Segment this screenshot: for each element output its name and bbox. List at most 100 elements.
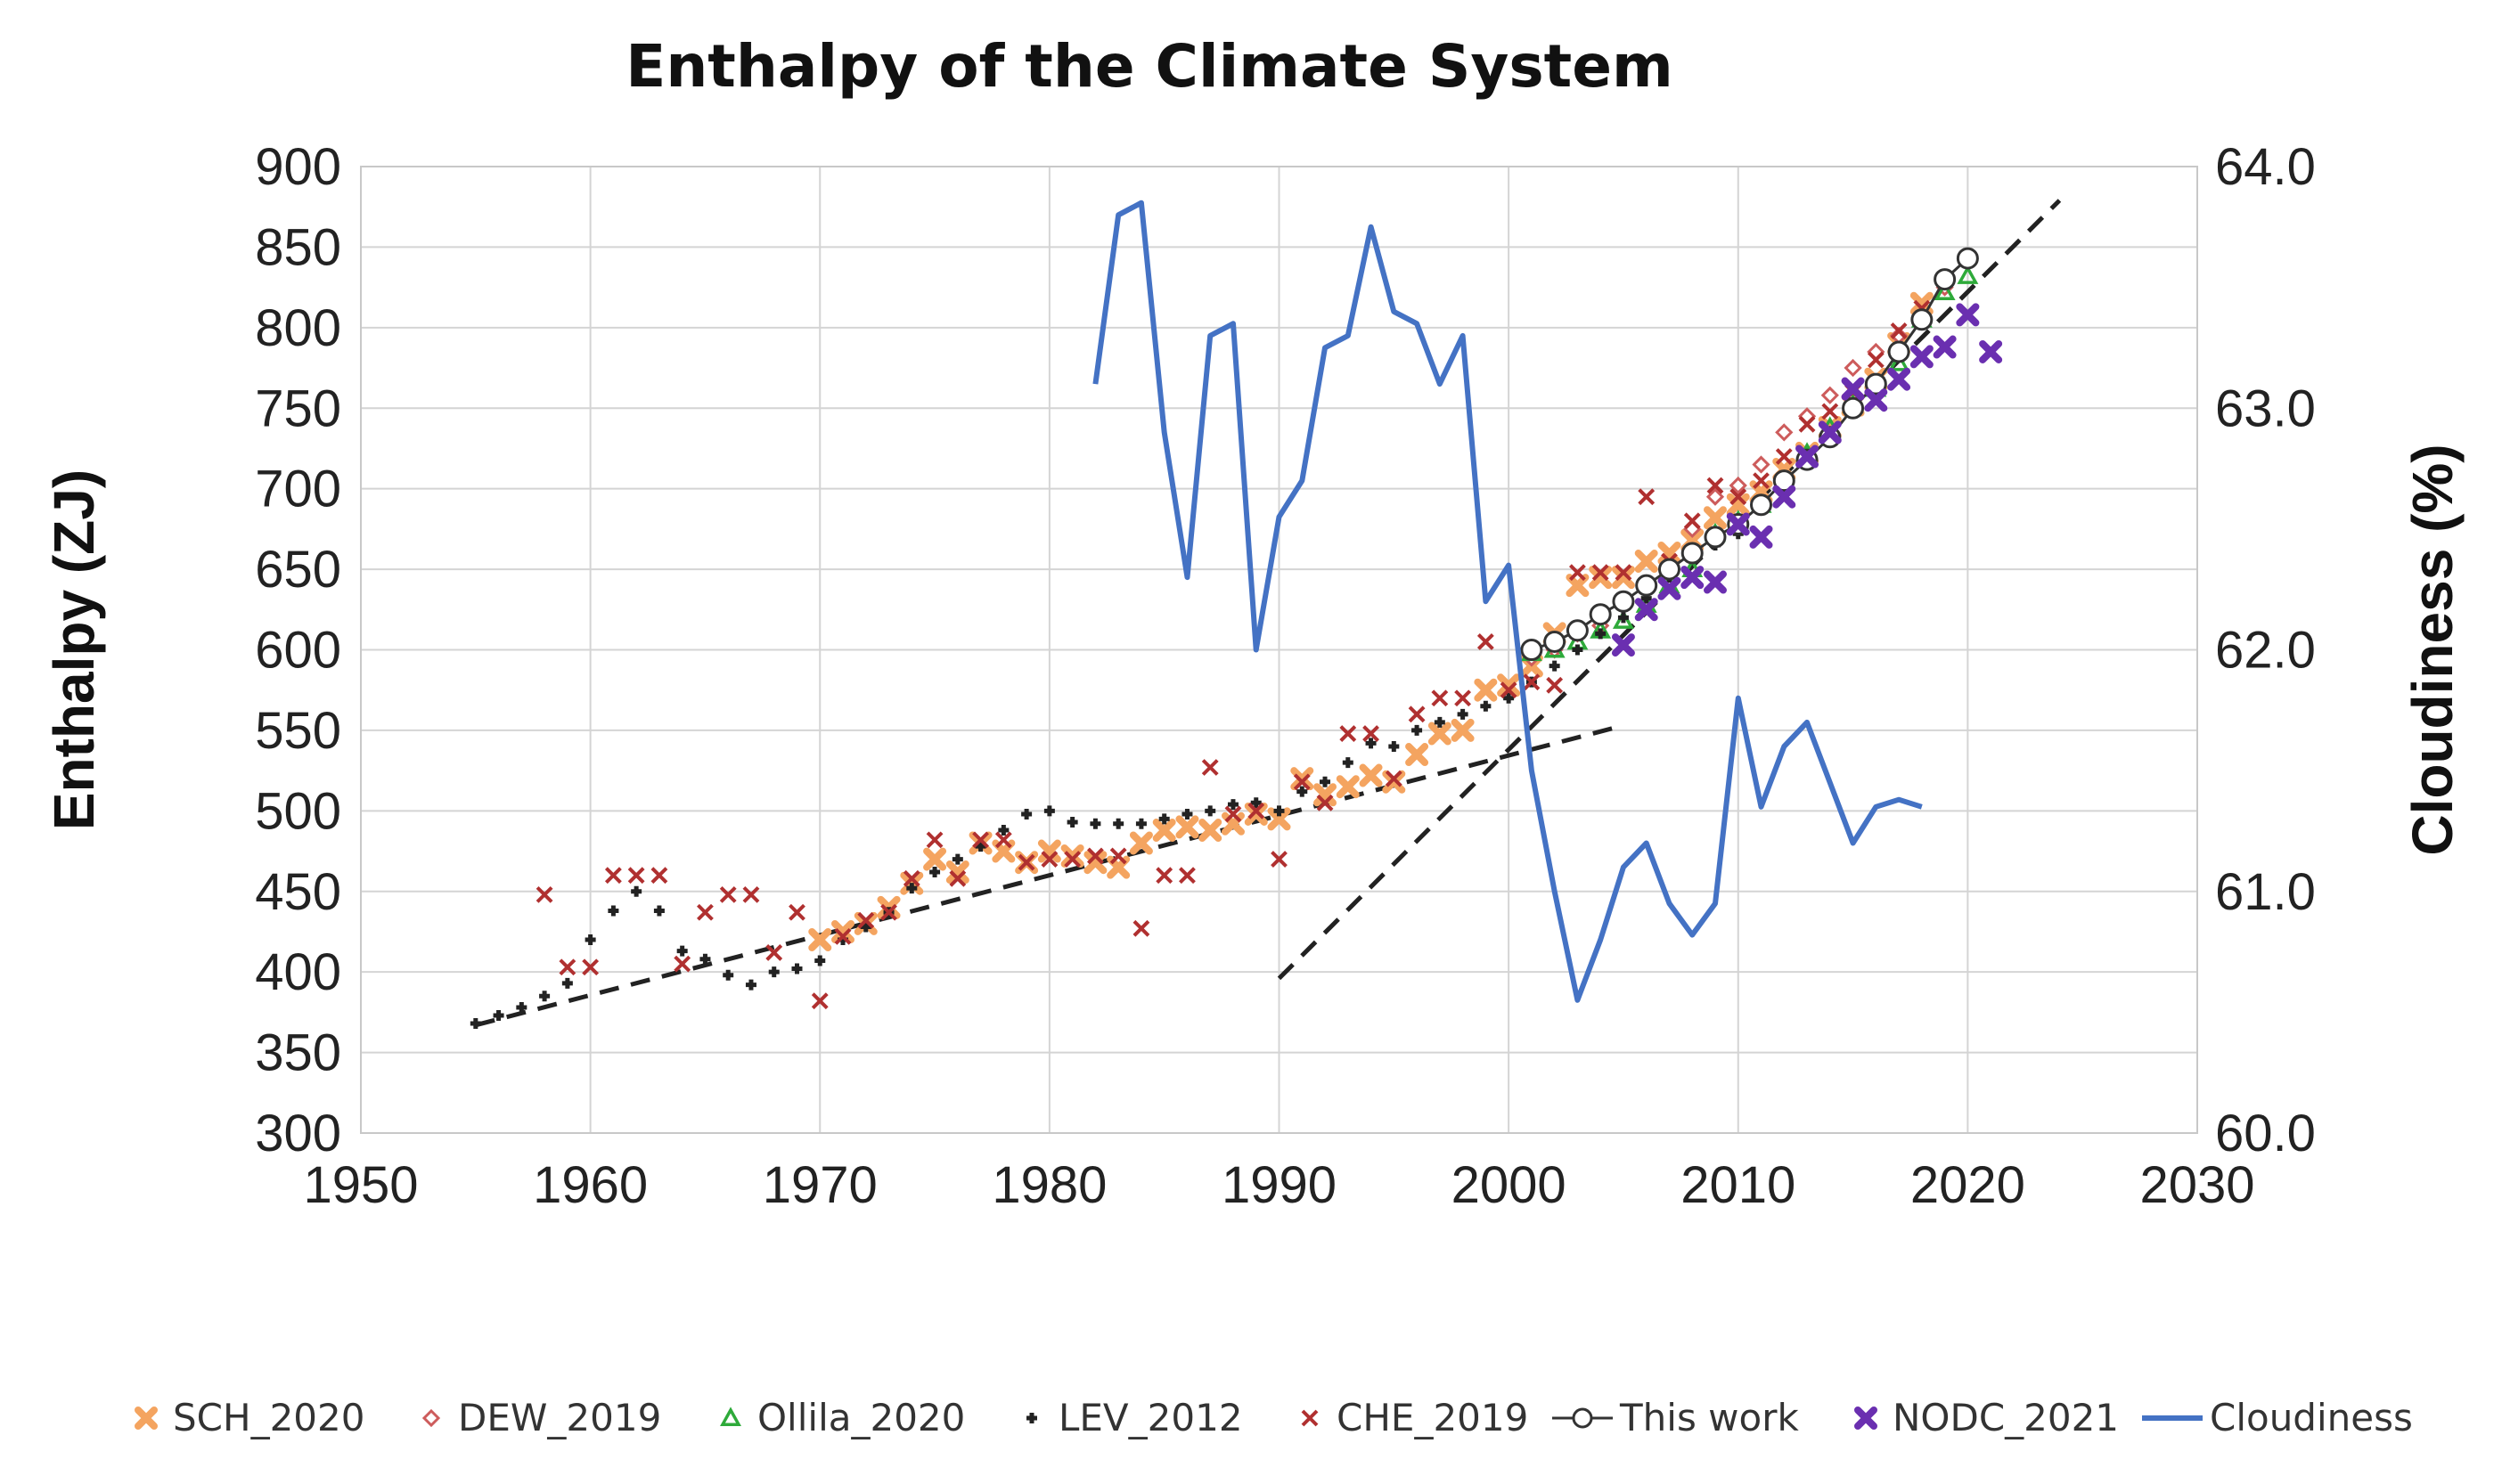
sch-2020-point xyxy=(1657,542,1681,565)
legend-label: NODC_2021 xyxy=(1893,1396,2119,1439)
dew-2019-point xyxy=(1705,487,1725,506)
che-2019-point xyxy=(1546,676,1564,694)
x-tick-label: 1950 xyxy=(303,1156,418,1214)
che-2019-point xyxy=(1753,472,1770,490)
che-2019-point xyxy=(719,885,737,903)
lev-2012-point xyxy=(585,934,596,945)
che-2019-point xyxy=(789,903,805,921)
sch-2020-point xyxy=(1313,783,1337,807)
this-work-point xyxy=(1956,247,1979,270)
this-work-point xyxy=(1842,396,1865,420)
sch-2020-point xyxy=(1290,767,1314,791)
y2-tick-label: 62.0 xyxy=(2215,622,2316,680)
lev-2012-point xyxy=(723,969,734,981)
che-2019-point xyxy=(742,885,760,903)
this-work-point xyxy=(1704,526,1727,549)
legend-swatch xyxy=(1854,1407,1877,1430)
lev-2012-point xyxy=(952,853,963,865)
lev-2012-point xyxy=(1113,818,1124,829)
this-work-point xyxy=(1910,308,1934,331)
dew-2019-point xyxy=(1844,358,1862,378)
nodc-2021-point xyxy=(1887,367,1911,391)
lev-2012-point xyxy=(814,955,826,966)
legend-swatch xyxy=(720,1407,741,1426)
che-2019-point xyxy=(1271,851,1288,868)
che-2019-point xyxy=(1041,851,1059,868)
y-tick-label: 900 xyxy=(255,138,341,196)
lev-2012-point xyxy=(1572,644,1583,656)
che-2019-point xyxy=(1339,725,1357,742)
legend-swatch xyxy=(1572,1407,1593,1429)
che-2019-point xyxy=(536,885,553,903)
legend-item-lev-2012: LEV_2012 xyxy=(1026,1396,1243,1439)
che-2019-point xyxy=(1500,681,1517,699)
che-2019-point xyxy=(765,944,783,961)
che-2019-point xyxy=(1109,847,1127,865)
nodc-2021-point xyxy=(1634,598,1658,622)
sch-2020-point xyxy=(1175,815,1199,839)
nodc-2021-point xyxy=(1772,485,1796,509)
lev-2012-point xyxy=(631,885,642,897)
che-2019-point xyxy=(811,992,829,1010)
series-this-work xyxy=(1520,247,1979,661)
lev-2012-point xyxy=(1227,799,1239,811)
lev-2012-point xyxy=(1090,818,1101,829)
lev-2012-point xyxy=(1503,692,1515,704)
nodc-2021-point xyxy=(1657,576,1681,600)
nodc-2021-point xyxy=(1909,345,1934,369)
che-2019-point xyxy=(1775,448,1793,465)
lev-2012-point xyxy=(1595,628,1607,640)
ollila-2020-point xyxy=(1612,609,1634,629)
che-2019-point xyxy=(1293,773,1311,791)
nodc-2021-point xyxy=(1841,377,1865,401)
che-2019-point xyxy=(604,867,622,885)
x-tick-label: 2030 xyxy=(2139,1156,2254,1214)
series-lev-2012 xyxy=(470,528,1744,1030)
x-tick-label: 1970 xyxy=(763,1156,878,1214)
lev-2012-point xyxy=(1365,738,1377,749)
che-2019-point xyxy=(1408,705,1426,723)
y-tick-label: 300 xyxy=(255,1105,341,1162)
lev-2012-point xyxy=(768,966,780,978)
sch-2020-point xyxy=(1359,763,1383,787)
sch-2020-point xyxy=(808,928,832,951)
legend-item-nodc-2021: NODC_2021 xyxy=(1854,1396,2119,1439)
lev-2012-point xyxy=(1250,797,1262,809)
y-tick-label: 750 xyxy=(255,379,341,437)
lev-2012-point xyxy=(493,1009,504,1021)
lev-2012-point xyxy=(516,1001,527,1013)
che-2019-point xyxy=(834,927,852,945)
che-2019-point xyxy=(1132,919,1150,937)
nodc-2021-point xyxy=(1703,570,1727,594)
sch-2020-point xyxy=(1726,493,1750,517)
this-work-point xyxy=(1566,619,1589,642)
dew-2019-point xyxy=(1729,476,1747,495)
legend-item-cloudiness: Cloudiness xyxy=(2142,1396,2413,1439)
lev-2012-point xyxy=(791,963,803,974)
che-2019-point xyxy=(903,869,920,887)
y-tick-label: 600 xyxy=(255,622,341,680)
y-tick-label: 700 xyxy=(255,461,341,518)
grid-layer xyxy=(360,166,2198,1134)
lev-2012-point xyxy=(1182,808,1193,819)
sch-2020-point xyxy=(1497,673,1521,697)
ollila-2020-point xyxy=(1934,281,1956,300)
che-2019-point xyxy=(1156,867,1173,885)
legend-label: CHE_2019 xyxy=(1337,1396,1528,1439)
this-work-point xyxy=(1657,558,1680,581)
sch-2020-point xyxy=(1427,722,1451,746)
che-2019-point xyxy=(1362,725,1379,742)
sch-2020-point xyxy=(1267,807,1291,831)
che-2019-point xyxy=(674,955,691,973)
legend-label: This work xyxy=(1619,1396,1799,1439)
che-2019-point xyxy=(1018,853,1035,871)
che-2019-point xyxy=(1316,794,1334,811)
this-work-line xyxy=(1531,257,1969,651)
che-2019-point xyxy=(627,867,645,885)
che-2019-point xyxy=(880,903,897,921)
ollila-2020-point xyxy=(1957,265,1979,284)
y2-axis-label: Cloudiness (%) xyxy=(2400,444,2465,855)
che-2019-point xyxy=(1476,633,1494,650)
this-work-point xyxy=(1864,372,1887,395)
